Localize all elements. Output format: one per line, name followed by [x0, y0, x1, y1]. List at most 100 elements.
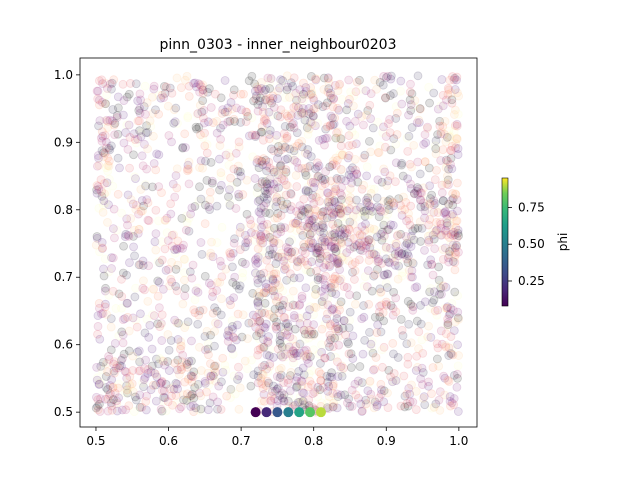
scatter-point — [299, 325, 309, 335]
scatter-point — [290, 218, 300, 228]
scatter-point — [446, 349, 456, 358]
scatter-point — [388, 310, 398, 320]
scatter-point — [206, 330, 215, 340]
scatter-point — [387, 197, 397, 207]
scatter-point — [345, 244, 355, 254]
scatter-point — [453, 150, 463, 159]
scatter-point — [145, 320, 155, 330]
scatter-point — [344, 256, 354, 266]
scatter-point — [334, 80, 344, 90]
scatter-point — [334, 228, 344, 237]
scatter-point — [303, 172, 313, 181]
scatter-point — [437, 188, 447, 198]
scatter-point — [288, 353, 298, 363]
scatter-point — [253, 252, 263, 262]
scatter-point — [404, 319, 414, 329]
scatter-point — [440, 116, 450, 126]
scatter-point — [347, 363, 356, 372]
scatter-point — [227, 104, 237, 114]
scatter-point — [113, 129, 123, 139]
scatter-point — [180, 275, 189, 285]
scatter-point — [125, 163, 134, 173]
scatter-point — [194, 122, 204, 132]
scatter-point — [450, 85, 460, 94]
scatter-point — [369, 224, 379, 234]
scatter-point — [432, 225, 442, 235]
scatter-point — [449, 212, 459, 221]
scatter-point — [200, 219, 210, 229]
scatter-point — [392, 130, 402, 139]
scatter-point — [450, 287, 460, 297]
scatter-point — [238, 190, 248, 199]
scatter-point — [351, 240, 361, 249]
scatter-point — [127, 379, 137, 389]
scatter-point — [428, 363, 438, 372]
scatter-point — [445, 309, 455, 319]
scatter-point — [305, 325, 314, 335]
scatter-point — [269, 179, 279, 189]
scatter-point — [313, 118, 323, 128]
scatter-point — [386, 220, 396, 230]
scatter-point — [390, 249, 400, 259]
scatter-point — [181, 358, 191, 368]
scatter-point — [356, 399, 366, 409]
scatter-point — [154, 303, 164, 313]
scatter-point — [285, 93, 294, 102]
scatter-point — [393, 353, 403, 362]
scatter-point — [292, 382, 302, 391]
scatter-point — [186, 371, 196, 381]
scatter-point — [304, 209, 314, 219]
scatter-point — [226, 384, 236, 394]
scatter-point — [329, 159, 338, 169]
scatter-point — [430, 244, 440, 254]
scatter-point — [359, 281, 369, 291]
scatter-point — [438, 90, 448, 100]
colorbar-tick-label: 0.25 — [518, 274, 545, 288]
scatter-point — [446, 145, 455, 155]
scatter-point — [330, 279, 339, 289]
scatter-point — [268, 110, 278, 120]
scatter-point — [375, 284, 385, 294]
scatter-point — [378, 308, 388, 317]
scatter-point — [424, 235, 434, 245]
scatter-point — [168, 400, 177, 410]
scatter-point — [360, 150, 370, 160]
scatter-point — [109, 75, 119, 85]
scatter-point — [282, 330, 292, 340]
scatter-point — [385, 128, 395, 138]
scatter-point — [113, 103, 123, 113]
scatter-point — [104, 351, 113, 361]
scatter-point — [364, 198, 373, 208]
scatter-point — [429, 287, 439, 297]
scatter-point — [340, 390, 350, 400]
scatter-point — [356, 229, 365, 239]
scatter-point — [312, 74, 322, 84]
scatter-point — [362, 198, 372, 207]
scatter-point — [433, 228, 443, 238]
scatter-point — [215, 256, 225, 266]
scatter-point — [106, 345, 116, 355]
scatter-point — [426, 255, 436, 265]
scatter-point — [266, 395, 276, 405]
scatter-point — [338, 249, 348, 258]
scatter-point — [285, 237, 294, 247]
scatter-point — [227, 322, 237, 331]
scatter-point — [379, 316, 389, 326]
scatter-point — [198, 88, 208, 98]
scatter-point — [408, 305, 418, 315]
scatter-point — [135, 402, 145, 412]
scatter-point — [157, 90, 167, 100]
scatter-point — [376, 229, 386, 239]
scatter-point — [447, 398, 457, 408]
scatter-point — [265, 93, 274, 103]
scatter-point — [190, 295, 200, 305]
scatter-point — [440, 207, 450, 216]
scatter-point — [188, 372, 198, 381]
scatter-point — [250, 86, 260, 96]
scatter-point — [397, 160, 406, 170]
scatter-point — [205, 205, 215, 214]
scatter-point — [361, 399, 371, 409]
scatter-point — [269, 381, 278, 391]
scatter-point — [372, 328, 382, 338]
scatter-point — [276, 161, 286, 171]
